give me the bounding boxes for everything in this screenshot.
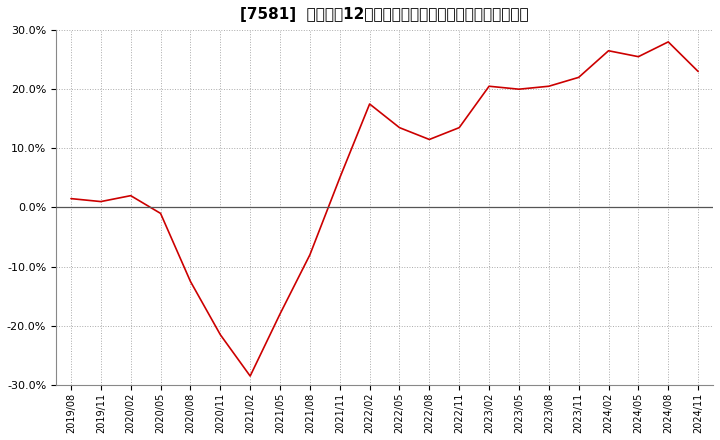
- Title: [7581]  売上高の12か月移動合計の対前年同期増減率の推移: [7581] 売上高の12か月移動合計の対前年同期増減率の推移: [240, 7, 529, 22]
